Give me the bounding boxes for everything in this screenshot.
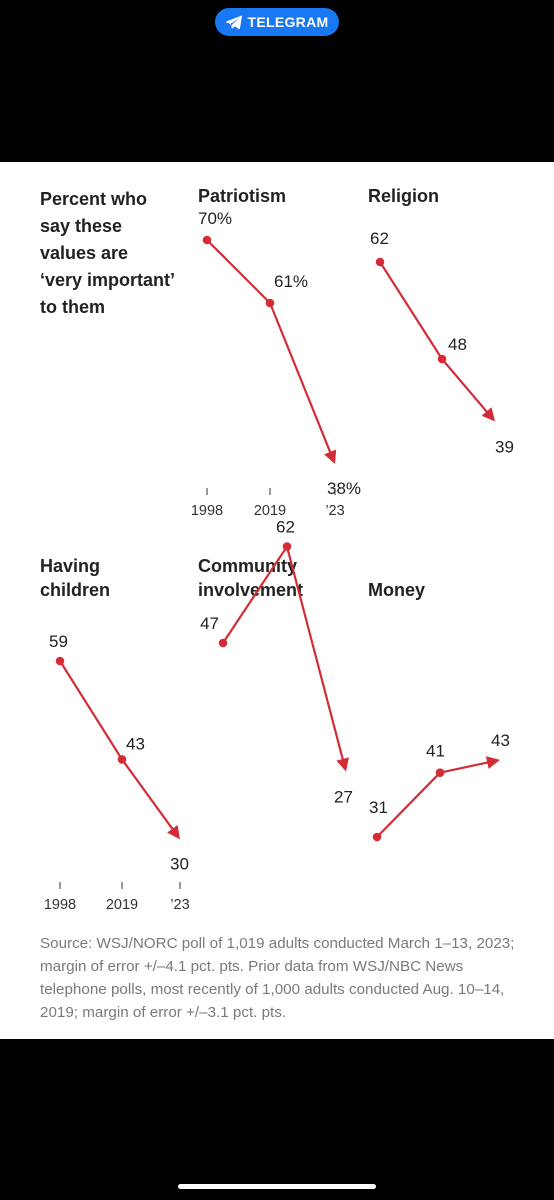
money-data-label: 43	[491, 731, 510, 750]
telegram-button[interactable]: TELEGRAM	[215, 8, 339, 36]
having-children-x-tick-label: 1998	[44, 897, 76, 913]
patriotism-arrowhead	[324, 449, 337, 464]
community-involvement-data-label: 27	[334, 788, 353, 807]
patriotism-line-segment	[206, 239, 271, 304]
community-involvement-data-label: 47	[200, 614, 219, 633]
patriotism-data-label: 61%	[274, 272, 308, 291]
patriotism-data-label: 70%	[198, 209, 232, 228]
money-point	[372, 832, 382, 842]
patriotism-point	[265, 298, 275, 308]
patriotism-title: Patriotism	[198, 186, 286, 206]
having-children-point	[55, 656, 65, 666]
money-point	[435, 768, 445, 777]
religion-title: Religion	[368, 186, 439, 206]
having-children-title: Having	[40, 556, 100, 576]
community-involvement-arrowhead	[336, 757, 349, 772]
money-data-label: 41	[426, 742, 445, 761]
having-children-data-label: 43	[126, 734, 145, 753]
money-title: Money	[368, 580, 425, 600]
community-involvement-point	[218, 638, 228, 648]
religion-line-segment	[379, 261, 443, 360]
patriotism-x-tick-label: 1998	[191, 503, 223, 519]
having-children-point	[117, 755, 127, 764]
having-children-x-tick-label: 2019	[106, 897, 138, 913]
community-involvement-line-segment	[285, 546, 345, 764]
having-children-line-segment	[121, 758, 176, 833]
community-involvement-title: Community	[198, 556, 297, 576]
patriotism-x-tick-label: 2019	[254, 503, 286, 519]
patriotism-line-segment	[268, 302, 333, 457]
community-involvement-title: involvement	[198, 580, 303, 600]
having-children-line-segment	[59, 660, 123, 760]
money-line-segment	[439, 760, 492, 774]
religion-point	[437, 354, 447, 364]
chart-panel: Percent who say these values are ‘very i…	[0, 162, 554, 1189]
having-children-x-tick-label: ’23	[170, 897, 189, 913]
source-note: Source: WSJ/NORC poll of 1,019 adults co…	[40, 935, 515, 1021]
money-arrowhead	[485, 756, 500, 769]
religion-data-label: 62	[370, 229, 389, 248]
chart-intro-text: Percent who say these values are ‘very i…	[40, 189, 175, 317]
religion-point	[375, 257, 385, 267]
telegram-icon	[225, 15, 242, 29]
money-data-label: 31	[369, 798, 388, 817]
home-indicator-bottom[interactable]	[178, 1184, 376, 1189]
patriotism-x-tick-label: ’23	[325, 503, 344, 519]
religion-arrowhead	[481, 407, 495, 422]
telegram-label: TELEGRAM	[247, 14, 329, 30]
community-involvement-line-segment	[222, 545, 288, 644]
community-involvement-data-label: 62	[276, 518, 295, 537]
small-multiples-chart: Patriotism 70% 61% 38% 1998 2019 ’23 Religion 62…	[40, 186, 514, 913]
having-children-data-label: 30	[170, 854, 189, 873]
religion-data-label: 48	[448, 335, 467, 354]
patriotism-data-label: 38%	[327, 479, 361, 498]
religion-data-label: 39	[495, 437, 514, 456]
religion-line-segment	[441, 358, 491, 416]
having-children-title: children	[40, 580, 110, 600]
having-children-arrowhead	[167, 825, 180, 840]
having-children-data-label: 59	[49, 632, 68, 651]
money-line-segment	[376, 771, 441, 838]
patriotism-point	[202, 235, 212, 245]
community-involvement-point	[282, 542, 292, 551]
